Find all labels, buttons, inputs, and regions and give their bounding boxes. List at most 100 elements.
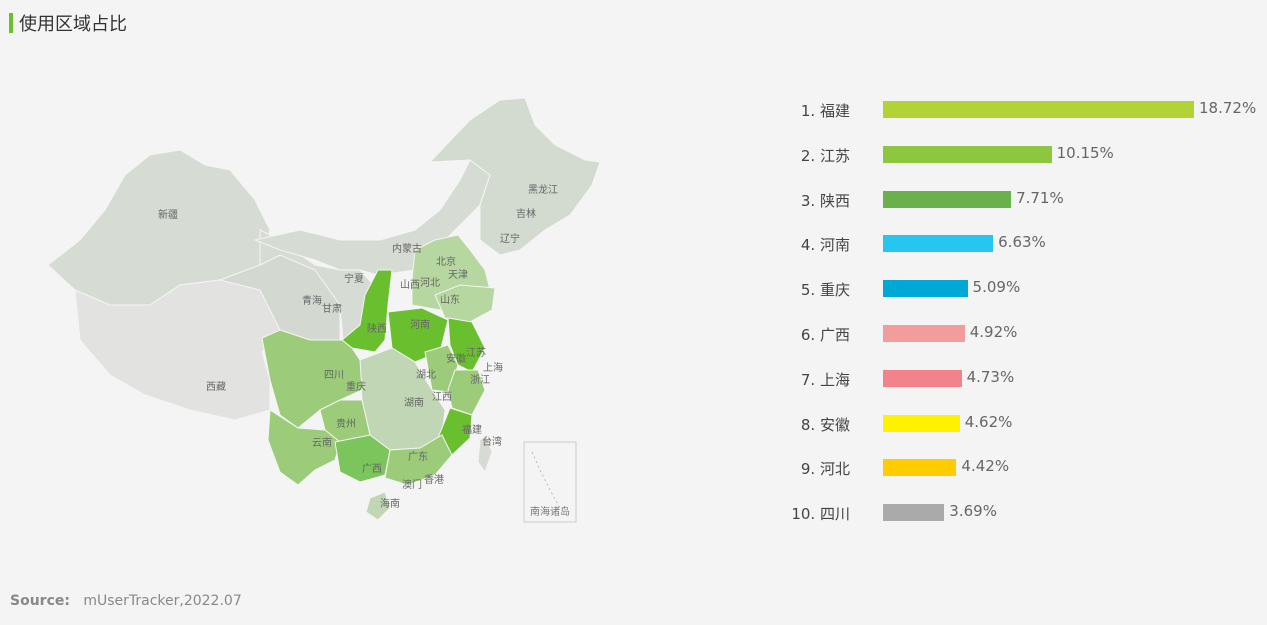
map-region-sichuan <box>261 329 363 429</box>
rank-number: 8. <box>800 415 816 434</box>
ranking-label: 9. 河北 <box>782 458 850 479</box>
ranking-value-label: 4.42% <box>961 457 1010 476</box>
ranking-value-label: 18.72% <box>1199 99 1257 117</box>
ranking-row: 7. 上海 4.73% <box>782 365 1262 410</box>
map-region-tibet <box>74 279 281 421</box>
map-label: 辽宁 <box>500 232 520 245</box>
title-accent-bar <box>9 13 13 33</box>
rank-category: 安徽 <box>819 415 850 434</box>
ranking-value-label: 4.73% <box>966 367 1015 386</box>
rank-category: 四川 <box>819 505 850 524</box>
map-label: 香港 <box>424 474 444 486</box>
map-region-yunnan <box>267 409 341 486</box>
map-region-taiwan <box>477 434 493 474</box>
ranking-label: 3. 陕西 <box>782 190 850 211</box>
rank-category: 江苏 <box>819 146 850 165</box>
map-label: 北京 <box>436 255 456 268</box>
ranking-bar <box>883 145 1052 163</box>
ranking-bar <box>883 414 960 432</box>
map-label: 吉林 <box>516 207 536 220</box>
ranking-chart: 1. 福建 18.72% 2. 江苏 10.15% 3. 陕西 7.71% 4. 河南 6.6… <box>782 96 1262 544</box>
map-label: 甘肃 <box>322 302 342 315</box>
map-label: 天津 <box>448 269 468 281</box>
map-label: 新疆 <box>158 208 178 221</box>
map-label: 四川 <box>324 370 344 381</box>
ranking-value-label: 10.15% <box>1056 143 1114 162</box>
rank-number: 6. <box>800 325 816 344</box>
ranking-label: 6. 广西 <box>782 324 850 345</box>
map-label: 上海 <box>483 361 503 374</box>
map-label: 黑龙江 <box>528 183 558 196</box>
page-title: 使用区域占比 <box>19 14 127 35</box>
ranking-value-label: 7.71% <box>1016 188 1064 207</box>
ranking-label: 10. 四川 <box>782 503 850 524</box>
map-label: 台湾 <box>482 435 502 448</box>
ranking-row: 9. 河北 4.42% <box>782 454 1262 499</box>
rank-category: 河南 <box>819 236 850 255</box>
map-label: 江苏 <box>466 346 486 359</box>
map-label: 西藏 <box>206 381 226 393</box>
rank-number: 9. <box>800 460 816 479</box>
ranking-label: 4. 河南 <box>782 234 850 255</box>
south-sea-inset-line <box>531 451 561 509</box>
ranking-value-label: 6.63% <box>998 233 1046 252</box>
map-region-guangxi <box>334 434 391 483</box>
map-label: 内蒙古 <box>392 242 422 255</box>
source-label: Source: <box>10 593 70 609</box>
ranking-bar <box>883 504 945 522</box>
rank-number: 5. <box>800 281 816 300</box>
map-region-shaanxi <box>341 269 393 353</box>
china-map: 南海诸岛 新疆 西藏 内蒙古 黑龙江 吉林 辽宁 北京 天津 河北 山西 山东 宁夏 青海 甘肃 陕西 河南四… <box>40 90 610 530</box>
chart-title-group: 使用区域占比 <box>9 10 127 36</box>
ranking-bar <box>883 459 957 477</box>
south-sea-inset-label: 南海诸岛 <box>530 505 570 518</box>
map-label: 青海 <box>302 294 322 307</box>
south-sea-inset-frame <box>523 441 577 523</box>
rank-category: 福建 <box>819 102 850 120</box>
rank-number: 10. <box>791 505 816 524</box>
ranking-row: 5. 重庆 5.09% <box>782 275 1262 320</box>
ranking-value-label: 3.69% <box>949 502 997 521</box>
rank-number: 2. <box>800 146 816 165</box>
ranking-bar <box>883 369 962 387</box>
map-label: 贵州 <box>336 417 356 430</box>
ranking-bar <box>883 235 994 253</box>
map-label: 陕西 <box>367 322 387 335</box>
ranking-bar <box>883 190 1012 208</box>
ranking-value-label: 4.62% <box>964 412 1013 431</box>
ranking-label: 5. 重庆 <box>782 279 850 300</box>
ranking-row: 10. 四川 3.69% <box>782 499 1262 544</box>
map-label: 河南 <box>410 318 430 331</box>
map-label: 湖北 <box>416 369 436 381</box>
map-label: 澳门 <box>402 478 422 491</box>
ranking-bar <box>883 280 968 298</box>
map-region-shandong <box>434 284 496 323</box>
ranking-value-label: 4.92% <box>969 322 1018 341</box>
source-note: Source: mUserTracker,2022.07 <box>10 593 242 609</box>
ranking-row: 8. 安徽 4.62% <box>782 410 1262 455</box>
rank-category: 河北 <box>819 460 850 479</box>
ranking-row: 6. 广西 4.92% <box>782 320 1262 365</box>
map-label: 安徽 <box>446 352 466 365</box>
source-text: mUserTracker,2022.07 <box>83 593 242 609</box>
ranking-row: 1. 福建 18.72% <box>782 96 1262 141</box>
ranking-label: 2. 江苏 <box>782 145 850 166</box>
rank-category: 陕西 <box>819 191 850 210</box>
map-region-hainan <box>365 491 391 521</box>
map-label: 云南 <box>312 436 332 449</box>
map-label: 湖南 <box>404 396 424 409</box>
map-label: 广西 <box>362 463 382 475</box>
ranking-row: 4. 河南 6.63% <box>782 230 1262 275</box>
ranking-label: 8. 安徽 <box>782 414 850 435</box>
map-label: 浙江 <box>470 374 490 386</box>
map-label: 海南 <box>380 497 400 510</box>
map-label: 福建 <box>462 423 482 436</box>
map-region-northeast <box>428 97 601 256</box>
ranking-row: 2. 江苏 10.15% <box>782 141 1262 186</box>
map-label: 河北 <box>420 277 440 289</box>
ranking-label: 7. 上海 <box>782 369 850 390</box>
map-label: 山西 <box>400 279 420 291</box>
ranking-bar <box>883 101 1194 118</box>
rank-number: 7. <box>800 370 816 389</box>
ranking-value-label: 5.09% <box>972 278 1021 297</box>
